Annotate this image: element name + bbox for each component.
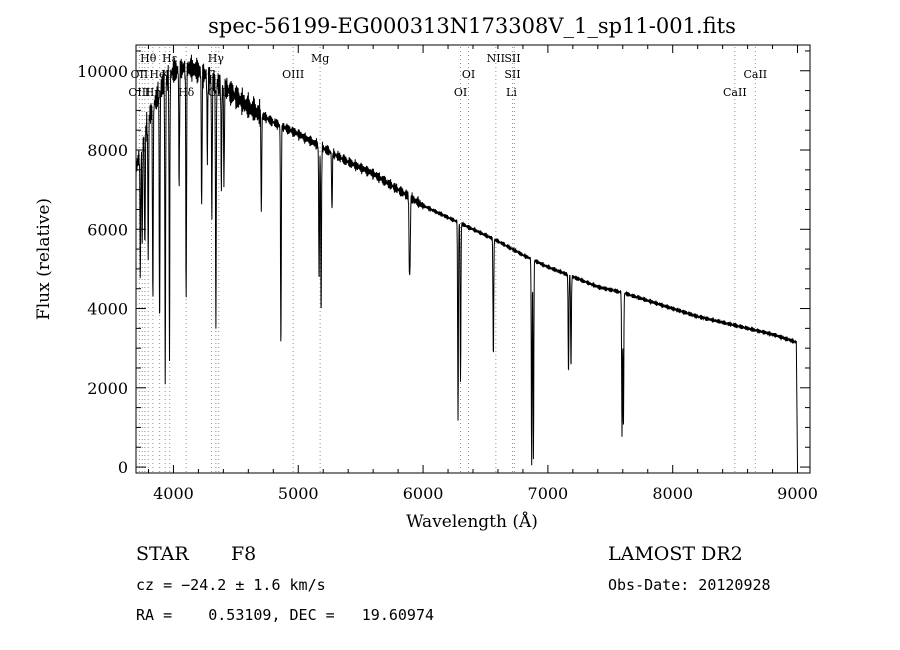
line-label-14: OI: [462, 68, 475, 81]
spectrum-series: [135, 54, 798, 468]
x-tick-label-7000: 7000: [528, 484, 569, 503]
x-tick-label-8000: 8000: [652, 484, 693, 503]
y-tick-label-0: 0: [118, 458, 128, 477]
coordinates: RA = 0.53109, DEC = 19.60974: [136, 606, 434, 624]
line-label-13: OI: [454, 86, 467, 99]
x-tick-label-6000: 6000: [403, 484, 444, 503]
line-label-17: SII: [504, 68, 520, 81]
line-label-0: Hθ: [140, 52, 157, 65]
line-label-1: OII: [131, 68, 149, 81]
line-label-7: Hδ: [178, 86, 195, 99]
spectrum-line: [135, 54, 798, 468]
y-tick-label-8000: 8000: [87, 141, 128, 160]
chart-title: spec-56199-EG000313N173308V_1_sp11-001.f…: [208, 14, 736, 38]
y-axis: 0 2000 4000 6000 8000 10000: [77, 50, 810, 477]
x-axis-label: Wavelength (Å): [406, 511, 538, 532]
redshift: cz = −24.2 ± 1.6 km/s: [136, 576, 326, 594]
obs-date: Obs-Date: 20120928: [608, 576, 771, 594]
x-tick-label-4000: 4000: [153, 484, 194, 503]
info-panel: STAR F8 LAMOST DR2 cz = −24.2 ± 1.6 km/s…: [136, 543, 771, 624]
y-axis-label: Flux (relative): [34, 198, 54, 320]
line-label-16: SII: [504, 52, 520, 65]
line-label-18: Li: [506, 86, 517, 99]
y-tick-label-2000: 2000: [87, 379, 128, 398]
line-label-20: CaII: [723, 86, 747, 99]
survey-name: LAMOST DR2: [608, 543, 743, 565]
x-axis: 4000 5000 6000 7000 8000 9000: [147, 45, 818, 503]
line-label-6: K: [161, 68, 170, 81]
line-label-9: G: [207, 68, 216, 81]
line-label-11: OIII: [282, 68, 304, 81]
line-label-4: HeI: [149, 68, 169, 81]
line-label-19: CaII: [743, 68, 767, 81]
y-tick-label-6000: 6000: [87, 220, 128, 239]
y-tick-label-4000: 4000: [87, 300, 128, 319]
line-label-2: OIII: [128, 86, 150, 99]
x-tick-label-5000: 5000: [278, 484, 319, 503]
subclass: F8: [231, 543, 256, 565]
line-label-8: Hγ: [208, 52, 225, 65]
y-tick-label-10000: 10000: [77, 62, 128, 81]
x-tick-label-9000: 9000: [777, 484, 818, 503]
line-label-15: NII: [487, 52, 505, 65]
object-type: STAR: [136, 543, 189, 565]
line-label-12: Mg: [311, 52, 329, 65]
